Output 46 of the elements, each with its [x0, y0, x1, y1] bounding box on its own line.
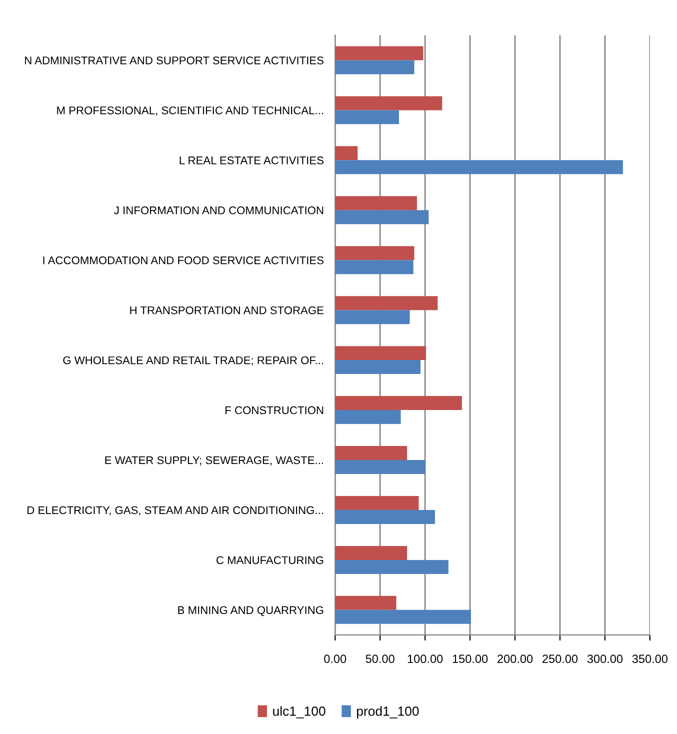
bar — [335, 146, 358, 160]
bar — [335, 610, 471, 624]
x-tick-label: 350.00 — [632, 654, 668, 664]
y-tick-label: E WATER SUPPLY; SEWERAGE, WASTE... — [105, 456, 323, 466]
y-tick-label: G WHOLESALE AND RETAIL TRADE; REPAIR OF... — [63, 356, 323, 366]
x-tick-label: 150.00 — [452, 654, 488, 664]
x-tick-label: 250.00 — [542, 654, 578, 664]
y-tick-label: H TRANSPORTATION AND STORAGE — [130, 306, 324, 314]
x-tick-label: 100.00 — [408, 654, 443, 664]
bar — [335, 296, 438, 310]
bar — [335, 496, 419, 510]
y-tick-label: F CONSTRUCTION — [226, 406, 324, 414]
bar — [335, 110, 399, 124]
y-tick-label: D ELECTRICITY, GAS, STEAM AND AIR CONDITIONING... — [28, 506, 323, 516]
bar — [335, 596, 396, 610]
bar — [335, 160, 623, 174]
bar — [335, 46, 424, 60]
y-tick-label: I ACCOMMODATION AND FOOD SERVICE ACTIVITIES — [43, 256, 324, 264]
bar — [335, 460, 426, 474]
legend-label: ulc1_100 — [273, 706, 326, 718]
bar — [335, 260, 414, 274]
y-tick-label: C MANUFACTURING — [216, 556, 324, 564]
x-tick-label: 200.00 — [498, 654, 533, 664]
y-tick-label: J INFORMATION AND COMMUNICATION — [114, 206, 324, 214]
y-tick-label: L REAL ESTATE ACTIVITIES — [180, 156, 324, 164]
y-tick-label: M PROFESSIONAL, SCIENTIFIC AND TECHNICAL... — [57, 106, 323, 116]
bar — [335, 246, 414, 260]
bar — [335, 446, 408, 460]
y-tick-label: N ADMINISTRATIVE AND SUPPORT SERVICE ACTIVITIES — [25, 56, 324, 64]
bar — [335, 396, 462, 410]
x-tick-label: 50.00 — [366, 654, 394, 664]
y-tick-label: B MINING AND QUARRYING — [178, 606, 324, 616]
bar — [335, 60, 414, 74]
x-tick-label: 300.00 — [587, 654, 623, 664]
legend-label: prod1_100 — [357, 706, 419, 718]
bar — [335, 346, 426, 360]
x-tick-label: 0.00 — [324, 654, 346, 664]
bar — [335, 210, 429, 224]
bar — [335, 410, 401, 424]
bar — [335, 510, 435, 524]
bar — [335, 546, 408, 560]
bar — [335, 96, 442, 110]
bar — [335, 196, 417, 210]
bar — [335, 310, 410, 324]
bar — [335, 360, 421, 374]
bar — [335, 560, 448, 574]
